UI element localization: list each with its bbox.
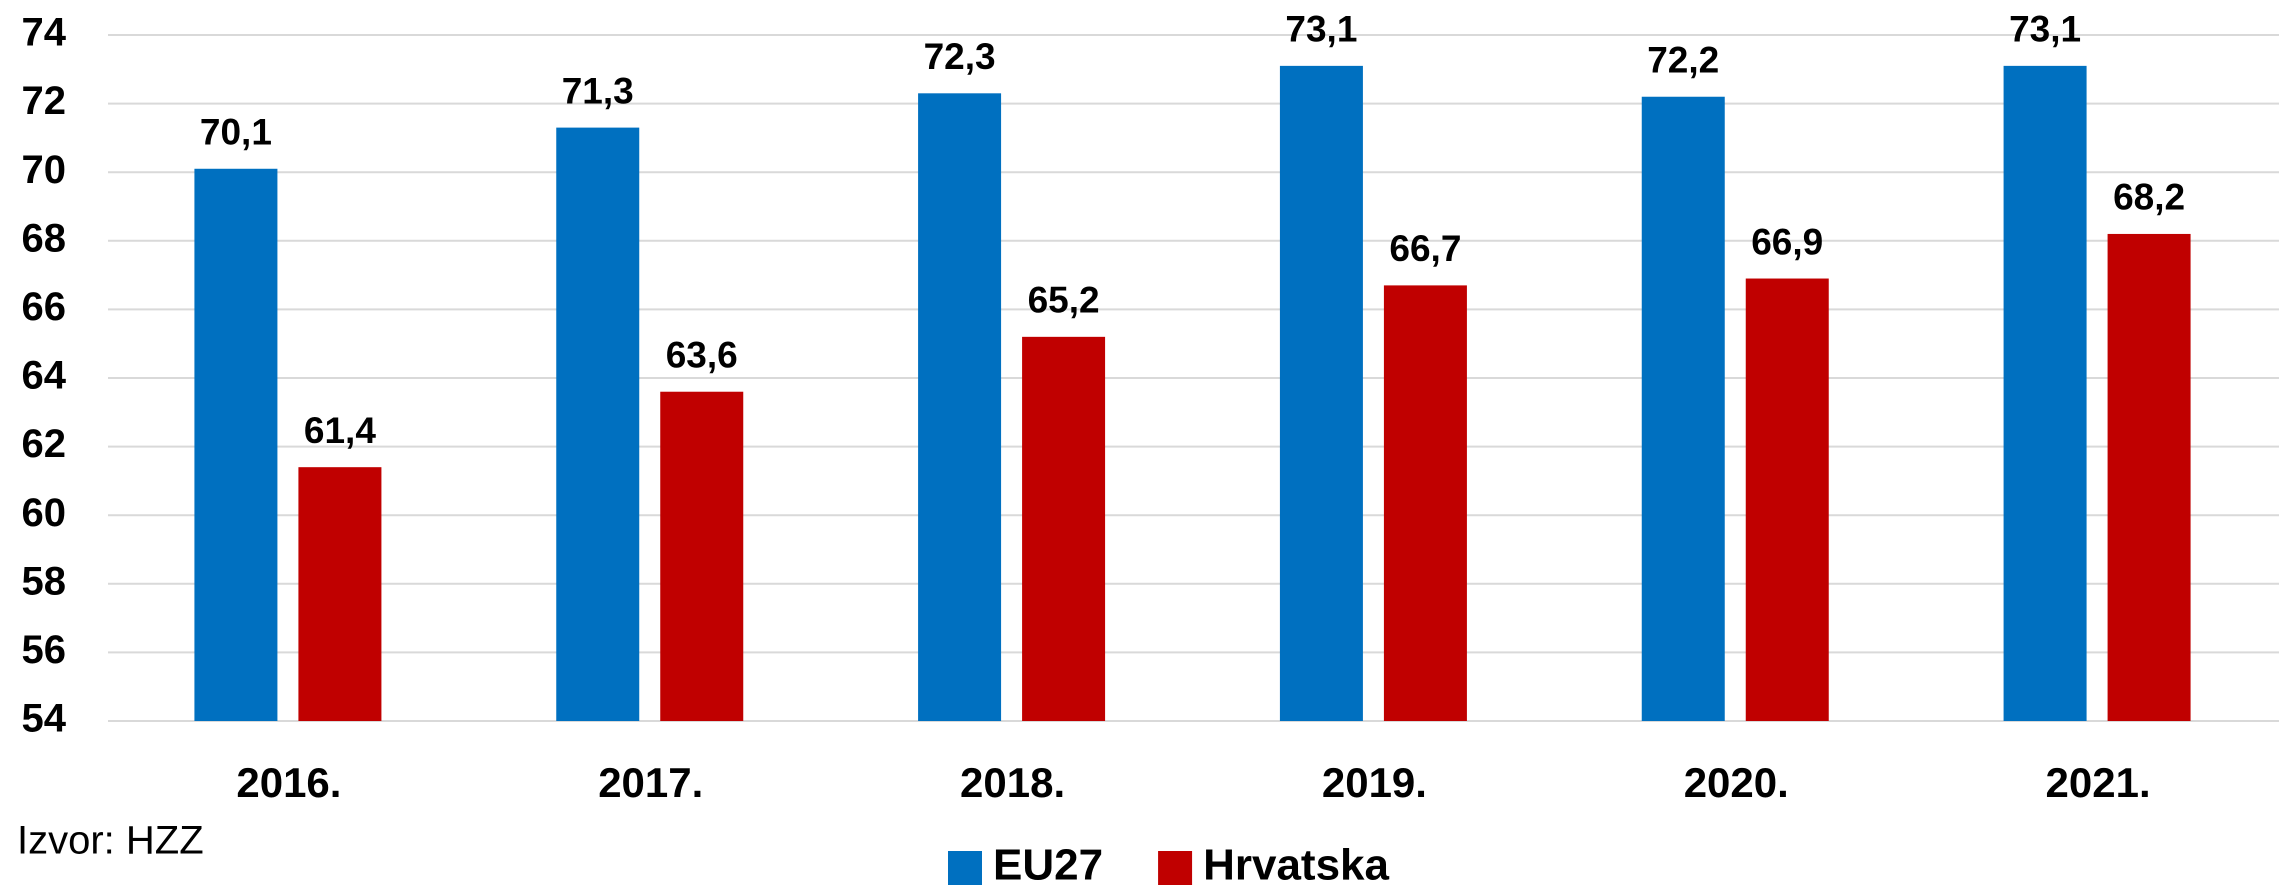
value-label: 72,2 <box>1647 40 1719 81</box>
x-tick-label: 2020. <box>1684 759 1789 806</box>
value-label: 68,2 <box>2113 177 2185 218</box>
legend-swatch <box>948 851 982 885</box>
x-tick-label: 2016. <box>236 759 341 806</box>
bar <box>2003 65 2087 722</box>
y-tick-label: 66 <box>22 285 67 329</box>
value-label: 72,3 <box>924 36 996 77</box>
value-label: 73,1 <box>1285 9 1357 50</box>
y-tick-label: 56 <box>22 628 67 672</box>
y-tick-label: 74 <box>22 11 67 55</box>
bar <box>1022 336 1106 721</box>
value-label: 73,1 <box>2009 9 2081 50</box>
bar <box>298 467 382 721</box>
bar <box>918 93 1002 721</box>
source-note: Izvor: HZZ <box>17 819 204 863</box>
y-tick-label: 62 <box>22 422 67 466</box>
y-tick-label: 54 <box>22 697 67 741</box>
legend-swatch <box>1158 851 1193 885</box>
bar <box>2107 233 2191 721</box>
y-tick-label: 58 <box>22 559 67 603</box>
x-tick-label: 2018. <box>960 759 1065 806</box>
value-label: 66,7 <box>1389 228 1461 269</box>
value-label: 61,4 <box>304 410 376 451</box>
x-tick-label: 2017. <box>598 759 703 806</box>
value-label: 71,3 <box>562 70 634 111</box>
y-tick-label: 70 <box>22 148 67 192</box>
bar <box>1745 278 1829 721</box>
bar <box>1279 65 1363 722</box>
value-label: 63,6 <box>666 335 738 376</box>
y-tick-label: 68 <box>22 216 67 260</box>
bar <box>1641 96 1725 722</box>
bar <box>194 168 278 721</box>
y-tick-label: 72 <box>22 79 67 123</box>
value-label: 66,9 <box>1751 221 1823 262</box>
legend-label: Hrvatska <box>1203 841 1389 886</box>
x-tick-label: 2021. <box>2046 759 2151 806</box>
y-tick-label: 64 <box>22 354 67 398</box>
value-label: 70,1 <box>200 112 272 153</box>
bar <box>556 127 640 722</box>
bar <box>1383 285 1467 721</box>
bar <box>660 391 744 721</box>
x-tick-label: 2019. <box>1322 759 1427 806</box>
legend-label: EU27 <box>993 841 1103 886</box>
value-label: 65,2 <box>1028 280 1100 321</box>
y-tick-label: 60 <box>22 491 67 535</box>
